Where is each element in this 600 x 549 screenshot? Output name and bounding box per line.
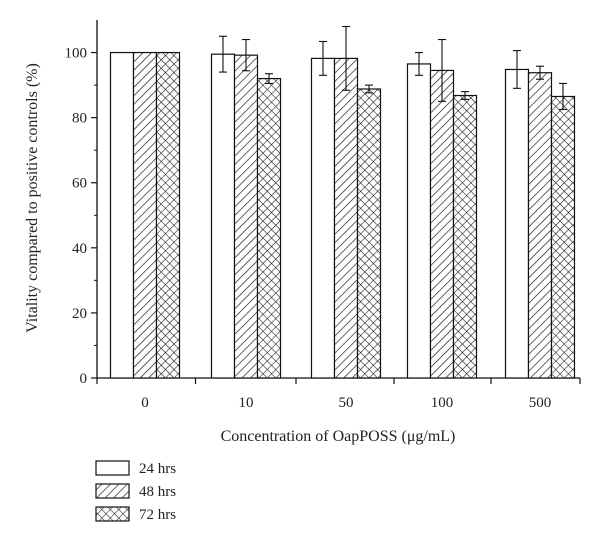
bar xyxy=(132,51,158,379)
x-tick-label: 10 xyxy=(239,395,254,411)
legend-label: 48 hrs xyxy=(139,484,176,500)
legend-swatch xyxy=(95,483,130,499)
bar xyxy=(109,51,135,379)
bar xyxy=(233,54,259,379)
legend-swatch xyxy=(95,460,130,476)
bar xyxy=(527,72,553,379)
y-tick-label: 40 xyxy=(72,241,87,257)
bar xyxy=(333,57,359,379)
y-tick-label: 20 xyxy=(72,306,87,322)
y-tick-label: 0 xyxy=(80,371,88,387)
bar xyxy=(504,68,530,379)
legend: 24 hrs 48 hrs 72 hrs xyxy=(95,460,176,523)
bar xyxy=(256,77,282,379)
bar xyxy=(210,53,236,379)
x-tick-label: 0 xyxy=(141,395,149,411)
y-tick-label: 100 xyxy=(65,46,88,62)
x-tick-label: 100 xyxy=(431,395,454,411)
bar xyxy=(429,69,455,379)
y-tick-label: 60 xyxy=(72,176,87,192)
legend-swatch xyxy=(95,506,130,522)
y-tick-label: 80 xyxy=(72,111,87,127)
bar xyxy=(550,95,576,379)
bar xyxy=(406,63,432,379)
legend-label: 72 hrs xyxy=(139,507,176,523)
bar xyxy=(452,94,478,379)
legend-label: 24 hrs xyxy=(139,461,176,477)
bar xyxy=(155,51,181,379)
y-axis-title: Vitality compared to positive controls (… xyxy=(24,63,41,333)
x-tick-label: 50 xyxy=(339,395,354,411)
x-tick-label: 500 xyxy=(529,395,552,411)
bar xyxy=(310,57,336,379)
x-axis-title: Concentration of OapPOSS (μg/mL) xyxy=(221,428,456,445)
plot-area: 0 20 40 60 80 100 0 10 50 100 500 xyxy=(65,20,581,411)
bar xyxy=(356,88,382,379)
